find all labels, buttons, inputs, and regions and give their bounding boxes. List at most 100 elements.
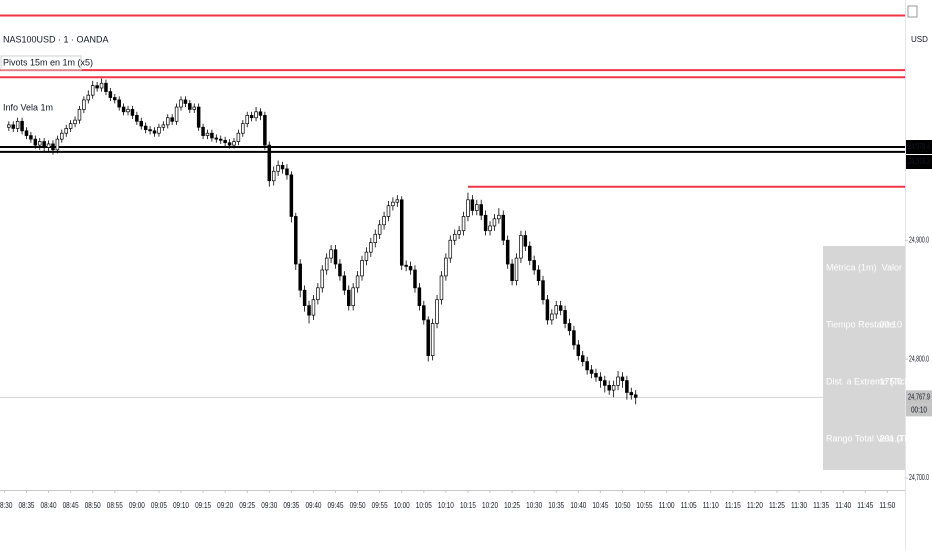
candle-body [20, 120, 24, 132]
x-tick-label: 11:05 [681, 501, 697, 510]
candle-body [192, 106, 196, 110]
table-cell: 201.0 [879, 433, 902, 443]
candle-body [435, 299, 439, 324]
candle-body [113, 97, 117, 101]
candle-body [86, 94, 91, 101]
candle-body [426, 319, 430, 356]
candle-body [629, 392, 634, 396]
table-cell: Tiempo Restante [826, 319, 894, 329]
candle-body [24, 130, 29, 136]
candle-body [550, 313, 554, 321]
candle-body [42, 141, 46, 148]
candle-body [620, 376, 625, 381]
candle-body [514, 257, 519, 282]
price-badge [906, 140, 932, 154]
candle-body [333, 249, 338, 265]
candle-body [232, 141, 236, 146]
candle-body [77, 109, 82, 121]
candle-body [475, 204, 479, 211]
candle-body [254, 111, 258, 119]
candle-body [536, 269, 541, 282]
table-cell: Rango Total Vela (Ticks) [826, 433, 923, 443]
candle-body [347, 289, 351, 307]
candle-body [285, 168, 289, 176]
x-tick-label: 10:00 [394, 501, 410, 510]
x-tick-label: 09:25 [239, 501, 255, 510]
candle-body [210, 132, 214, 139]
candle-body [95, 85, 99, 89]
x-tick-label: 10:30 [526, 501, 542, 510]
candle-body [276, 164, 280, 172]
candle-body [55, 138, 60, 151]
candle-body [497, 214, 501, 220]
candle-body [82, 99, 86, 110]
x-tick-label: 11:35 [813, 501, 829, 510]
x-tick-label: 10:20 [482, 501, 498, 510]
x-tick-label: 10:35 [548, 501, 564, 510]
candle-body [99, 82, 104, 89]
candle-body [466, 199, 470, 217]
candle-body [616, 376, 620, 386]
price-badge [906, 155, 932, 169]
candle-body [563, 310, 567, 324]
candle-body [214, 137, 219, 140]
y-tick-label: 24,800.0 [909, 354, 929, 363]
candle-body [11, 124, 15, 129]
x-tick-label: 10:15 [460, 501, 476, 510]
candle-body [625, 380, 629, 393]
indicator-box[interactable] [0, 55, 82, 71]
candle-body [179, 99, 183, 108]
countdown-badge [906, 404, 932, 417]
candle-body [541, 280, 545, 301]
x-tick-label: 11:30 [791, 501, 807, 510]
candle-body [148, 129, 152, 132]
candle-body [51, 143, 55, 151]
candle-body [567, 323, 572, 331]
price-badge [906, 390, 932, 405]
x-tick-label: 11:00 [659, 501, 675, 510]
candle-body [377, 224, 382, 235]
x-tick-label: 09:40 [305, 501, 321, 510]
y-tick-label: 24,700.0 [909, 473, 929, 482]
candle-body [311, 299, 316, 316]
candle-body [355, 275, 360, 289]
candle-body [430, 323, 435, 356]
x-tick-label: 10:40 [570, 501, 586, 510]
candle-body [298, 263, 302, 291]
candle-body [320, 269, 325, 289]
candle-body [444, 257, 448, 277]
x-tick-label: 09:10 [173, 501, 189, 510]
x-tick-label: 09:00 [129, 501, 145, 510]
candle-body [448, 239, 453, 259]
candle-body [386, 205, 391, 217]
candle-body [307, 305, 311, 316]
y-tick-label: 24,900.0 [909, 235, 929, 244]
candle-body [258, 111, 263, 116]
candle-body [461, 216, 466, 232]
candle-body [558, 305, 563, 311]
x-tick-label: 08:35 [18, 501, 34, 510]
candle-body [607, 384, 611, 391]
indicator-legend[interactable]: Pivots 15m en 1m (x5) [3, 57, 93, 67]
candle-body [545, 299, 550, 321]
settings-icon[interactable] [907, 5, 918, 18]
candle-body [205, 132, 210, 136]
candle-body [505, 239, 510, 265]
x-tick-label: 08:45 [63, 501, 79, 510]
indicator-legend[interactable]: Info Vela 1m [3, 102, 53, 112]
candle-body [73, 119, 77, 125]
candle-body [395, 199, 400, 203]
x-tick-label: 09:15 [195, 501, 211, 510]
candle-body [196, 106, 201, 128]
candle-body [7, 124, 11, 128]
candle-body [135, 115, 139, 122]
table-cell: 00:10 [879, 319, 902, 329]
x-tick-label: 09:20 [217, 501, 233, 510]
candle-body [121, 106, 126, 113]
candle-body [594, 373, 598, 378]
x-tick-label: 11:15 [725, 501, 741, 510]
candle-body [46, 143, 51, 148]
candle-body [532, 260, 536, 271]
candle-body [37, 141, 42, 146]
